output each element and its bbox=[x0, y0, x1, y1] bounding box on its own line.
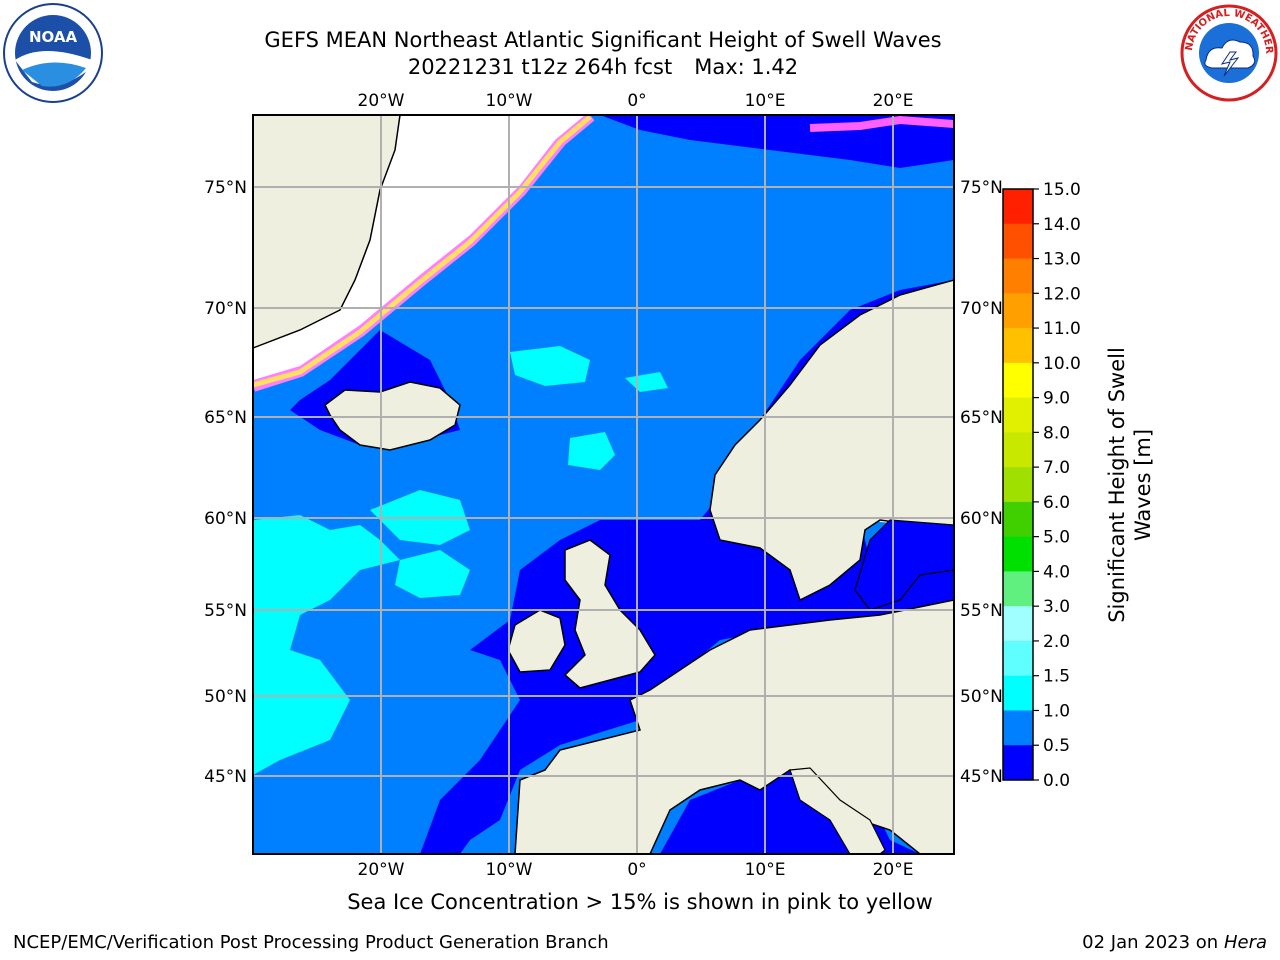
lat-ticks-right: 75°N 70°N 65°N 60°N 55°N 50°N 45°N bbox=[960, 178, 1003, 787]
colorbar-tick-label: 11.0 bbox=[1043, 319, 1081, 339]
lon-tick: 10°W bbox=[486, 860, 533, 880]
colorbar-tick-label: 2.0 bbox=[1043, 632, 1070, 652]
colorbar-tick-label: 1.0 bbox=[1043, 701, 1070, 721]
high-swell-zone bbox=[568, 432, 615, 470]
footer-credit: NCEP/EMC/Verification Post Processing Pr… bbox=[13, 932, 609, 953]
colorbar-tick-label: 15.0 bbox=[1043, 180, 1081, 200]
europe-land bbox=[514, 279, 954, 854]
lat-tick: 55°N bbox=[960, 601, 1003, 621]
run-info: 20221231 t12z 264h fcst bbox=[407, 55, 673, 79]
colorbar-label-line2: Waves [m] bbox=[1131, 429, 1155, 541]
greenland-land bbox=[253, 115, 401, 349]
colorbar-label-line1: Significant Height of Swell bbox=[1105, 347, 1129, 623]
great-britain-land bbox=[563, 539, 656, 689]
colorbar-tick-label: 4.0 bbox=[1043, 562, 1070, 582]
lat-tick: 65°N bbox=[204, 408, 247, 428]
colorbar-segment bbox=[1003, 328, 1033, 364]
colorbar-tick-label: 5.0 bbox=[1043, 528, 1070, 548]
lon-tick: 10°W bbox=[486, 91, 533, 111]
lon-tick: 20°E bbox=[873, 91, 914, 111]
colorbar-tick-label: 6.0 bbox=[1043, 493, 1070, 513]
colorbar-segment bbox=[1003, 501, 1033, 538]
italy-land bbox=[789, 767, 886, 854]
lat-tick: 60°N bbox=[204, 509, 247, 529]
colorbar-segment bbox=[1003, 640, 1033, 677]
lon-tick: 10°E bbox=[745, 91, 786, 111]
colorbar-segment bbox=[1003, 293, 1033, 329]
map-field bbox=[253, 115, 954, 854]
high-swell-zone bbox=[253, 515, 400, 775]
lon-tick: 20°W bbox=[358, 91, 405, 111]
colorbar-frame bbox=[1002, 188, 1034, 781]
colorbar-segment bbox=[1003, 362, 1033, 399]
lon-tick: 20°W bbox=[358, 860, 405, 880]
footer-date-text: 02 Jan 2023 on bbox=[1082, 932, 1219, 953]
lat-tick: 50°N bbox=[960, 687, 1003, 707]
map-frame bbox=[252, 114, 955, 855]
chart-subtitle: 20221231 t12z 264h fcst Max: 1.42 bbox=[200, 54, 1006, 80]
colorbar-segment bbox=[1003, 189, 1033, 225]
colorbar bbox=[1003, 189, 1033, 781]
lat-tick: 75°N bbox=[960, 178, 1003, 198]
max-value: Max: 1.42 bbox=[694, 55, 799, 79]
high-swell-zone bbox=[395, 550, 470, 598]
lat-tick: 75°N bbox=[204, 178, 247, 198]
svg-text:NOAA: NOAA bbox=[29, 28, 78, 46]
colorbar-tick-label: 13.0 bbox=[1043, 250, 1081, 270]
colorbar-segment bbox=[1003, 606, 1033, 642]
sea-ice-note: Sea Ice Concentration > 15% is shown in … bbox=[347, 890, 933, 914]
colorbar-tick-label: 10.0 bbox=[1043, 354, 1081, 374]
colorbar-tick-label: 14.0 bbox=[1043, 215, 1081, 235]
colorbar-segment bbox=[1003, 432, 1033, 468]
colorbar-segment bbox=[1003, 571, 1033, 607]
sea-ice-edge bbox=[809, 115, 954, 132]
colorbar-segment bbox=[1003, 536, 1033, 572]
lat-tick: 55°N bbox=[204, 601, 247, 621]
high-swell-zone bbox=[625, 372, 668, 392]
lat-tick: 60°N bbox=[960, 509, 1003, 529]
footer-date: 02 Jan 2023 on Hera bbox=[1082, 932, 1267, 953]
graticule bbox=[253, 115, 954, 854]
lon-ticks-top: 20°W 10°W 0° 10°E 20°E bbox=[358, 91, 914, 111]
high-swell-zone bbox=[510, 346, 590, 386]
nws-logo: NATIONAL WEATHER SERVICE bbox=[1178, 2, 1278, 102]
lat-ticks-left: 75°N 70°N 65°N 60°N 55°N 50°N 45°N bbox=[204, 178, 247, 787]
lon-tick: 20°E bbox=[873, 860, 914, 880]
lat-tick: 70°N bbox=[204, 299, 247, 319]
lat-tick: 50°N bbox=[204, 687, 247, 707]
colorbar-segment bbox=[1003, 258, 1033, 294]
colorbar-tick-label: 0.0 bbox=[1043, 771, 1070, 791]
lat-tick: 45°N bbox=[960, 767, 1003, 787]
noaa-logo: NOAA bbox=[3, 3, 103, 103]
lon-ticks-bottom: 20°W 10°W 0° 10°E 20°E bbox=[358, 860, 914, 880]
chart-title: GEFS MEAN Northeast Atlantic Significant… bbox=[264, 28, 942, 52]
colorbar-segment bbox=[1003, 223, 1033, 260]
colorbar-segment bbox=[1003, 397, 1033, 433]
colorbar-segment bbox=[1003, 467, 1033, 503]
lon-tick: 0° bbox=[627, 91, 646, 111]
colorbar-tick-label: 8.0 bbox=[1043, 423, 1070, 443]
lat-tick: 45°N bbox=[204, 767, 247, 787]
colorbar-tick-label: 12.0 bbox=[1043, 284, 1081, 304]
lat-tick: 70°N bbox=[960, 299, 1003, 319]
footer-machine: Hera bbox=[1223, 932, 1267, 953]
colorbar-tick-label: 3.0 bbox=[1043, 597, 1070, 617]
colorbar-segment bbox=[1003, 675, 1033, 711]
colorbar-label: Significant Height of Swell Waves [m] bbox=[1105, 347, 1155, 623]
colorbar-ticks: 15.0 14.0 13.0 12.0 11.0 10.0 9.0 8.0 7.0 6.0 5.0 4… bbox=[1033, 180, 1081, 791]
colorbar-segment bbox=[1003, 710, 1033, 746]
scandinavia-inner-water bbox=[854, 519, 954, 611]
lat-tick: 65°N bbox=[960, 408, 1003, 428]
colorbar-tick-label: 7.0 bbox=[1043, 458, 1070, 478]
colorbar-tick-label: 0.5 bbox=[1043, 736, 1070, 756]
colorbar-segment bbox=[1003, 745, 1033, 781]
sea-ice-edge-yellow bbox=[253, 115, 592, 388]
colorbar-tick-label: 9.0 bbox=[1043, 389, 1070, 409]
colorbar-tick-label: 1.5 bbox=[1043, 667, 1070, 687]
lon-tick: 0° bbox=[627, 860, 646, 880]
lon-tick: 10°E bbox=[745, 860, 786, 880]
